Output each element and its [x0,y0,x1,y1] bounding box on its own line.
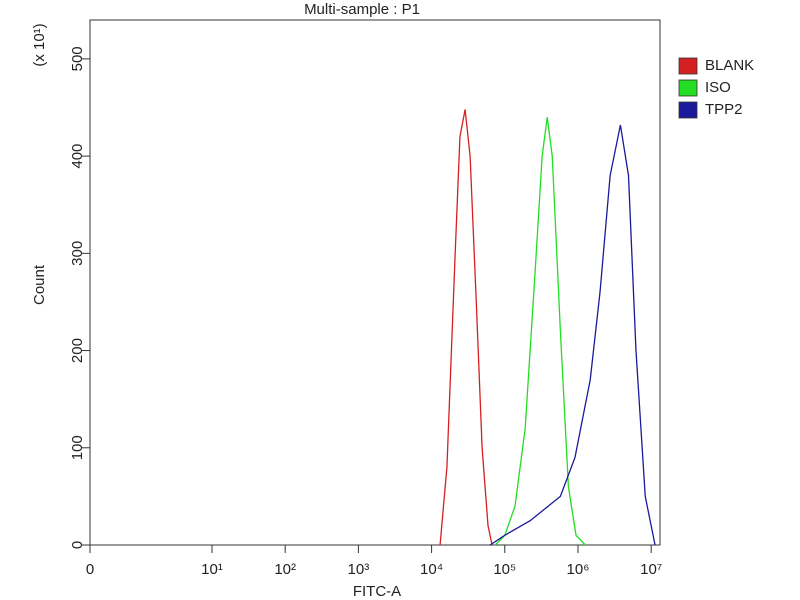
y-tick-label: 0 [69,541,86,549]
x-axis-label: FITC-A [353,583,401,600]
y-tick-label: 100 [69,435,86,460]
y-tick-label: 500 [69,46,86,71]
x-tick-label: 10¹ [201,561,223,578]
histogram-line [489,124,656,546]
x-tick-label: 10⁶ [567,561,590,578]
legend-label: BLANK [705,57,754,74]
x-tick-label: 10⁵ [493,561,516,578]
y-tick-label: 400 [69,144,86,169]
x-tick-label: 10⁴ [420,561,443,578]
y-tick-label: 200 [69,338,86,363]
legend-label: ISO [705,79,731,96]
histogram-line [494,117,586,546]
chart-title: Multi-sample : P1 [304,1,420,18]
x-tick-label: 10⁷ [640,561,662,578]
histogram-line [439,109,493,546]
x-tick-label: 10² [274,561,296,578]
legend-swatch [678,101,698,119]
y-axis-label: Count [31,264,48,305]
plot-frame [89,19,661,546]
legend-label: TPP2 [705,101,743,118]
legend-swatch [678,79,698,97]
y-multiplier-label: (x 10¹) [31,23,48,66]
x-tick-label: 0 [86,561,94,578]
y-tick-label: 300 [69,241,86,266]
x-tick-label: 10³ [348,561,370,578]
legend-swatch [678,57,698,75]
